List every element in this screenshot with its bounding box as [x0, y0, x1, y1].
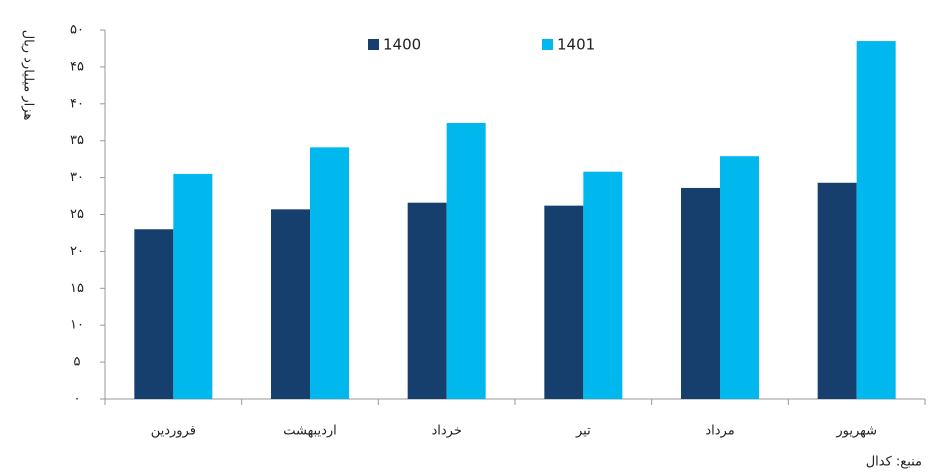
bar [173, 173, 213, 399]
legend-label: 1401 [557, 36, 595, 54]
x-tick-label: اردیبهشت [283, 424, 337, 439]
y-tick-label: ۵۰ [70, 23, 84, 38]
bar [407, 202, 447, 399]
x-tick-label: شهریور [835, 424, 877, 439]
y-tick-label: ۰ [74, 392, 81, 407]
bar [446, 122, 486, 399]
bar [134, 229, 174, 399]
bar [856, 41, 896, 399]
y-tick-label: ۲۵ [70, 207, 84, 222]
bar [681, 187, 720, 399]
y-axis-label: هزار میلیارد ریال [21, 30, 36, 121]
y-tick-label: ۲۰ [70, 244, 84, 259]
legend-swatch [368, 39, 379, 50]
y-tick-label: ۱۵ [70, 281, 84, 296]
y-tick-label: ۴۵ [70, 59, 84, 74]
x-tick-label: مرداد [705, 424, 734, 439]
bar [817, 182, 857, 399]
x-tick-label: خرداد [431, 424, 461, 439]
y-tick-label: ۳۵ [70, 133, 84, 148]
y-tick-label: ۳۰ [70, 170, 84, 185]
y-tick-label: ۴۰ [70, 96, 84, 111]
bar [544, 205, 584, 399]
y-tick-label: ۱۰ [70, 318, 84, 333]
bar [720, 156, 759, 399]
x-tick-label: فروردین [151, 424, 196, 439]
x-tick-label: تیر [575, 424, 591, 439]
legend-swatch [542, 39, 553, 50]
bar [310, 147, 349, 399]
y-tick-label: ۵ [74, 355, 81, 370]
source-note: منبع: کدال [866, 455, 922, 470]
bar [271, 209, 310, 399]
legend-label: 1400 [383, 36, 421, 54]
bar [583, 171, 623, 399]
